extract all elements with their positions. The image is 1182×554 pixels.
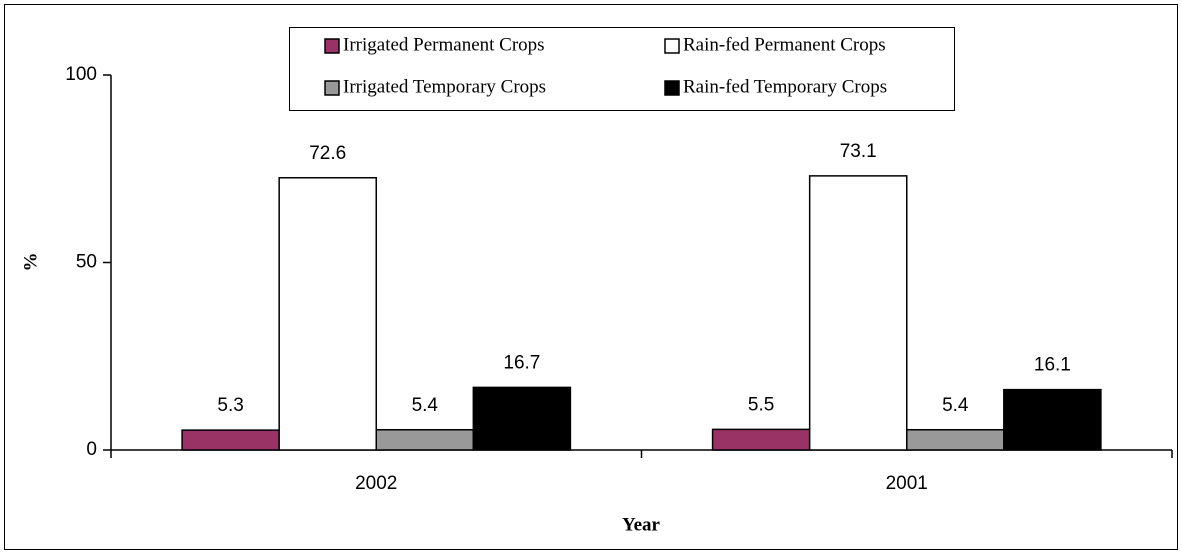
legend-label: Irrigated Temporary Crops xyxy=(343,76,546,97)
legend-swatch xyxy=(664,80,680,96)
bar xyxy=(906,429,1005,451)
x-axis-label: Year xyxy=(622,514,661,535)
data-label: 5.3 xyxy=(217,395,243,416)
data-label: 73.1 xyxy=(840,141,877,162)
legend-label: Rain-fed Temporary Crops xyxy=(683,76,887,97)
bar xyxy=(1003,388,1102,451)
y-axis-label: % xyxy=(20,253,41,272)
data-label: 5.4 xyxy=(412,395,439,416)
x-tick-label: 2001 xyxy=(886,473,928,494)
bar xyxy=(711,428,811,451)
y-tick-label: 100 xyxy=(65,64,97,85)
data-label: 16.7 xyxy=(503,352,540,373)
y-tick-label: 0 xyxy=(86,439,97,460)
bar xyxy=(472,386,572,451)
legend-swatch xyxy=(324,80,340,96)
data-label: 5.4 xyxy=(942,395,969,416)
legend-box xyxy=(289,27,955,111)
legend-label: Rain-fed Permanent Crops xyxy=(683,34,886,55)
data-label: 72.6 xyxy=(309,143,346,164)
bar xyxy=(181,429,280,451)
bar xyxy=(375,429,475,451)
y-tick-label: 50 xyxy=(76,252,97,273)
legend-swatch xyxy=(324,38,340,54)
data-label: 5.5 xyxy=(748,394,774,415)
legend-label: Irrigated Permanent Crops xyxy=(343,34,545,55)
legend-swatch xyxy=(664,38,680,54)
bar xyxy=(808,175,908,451)
data-label: 16.1 xyxy=(1034,355,1071,376)
bar xyxy=(278,177,377,451)
x-tick-label: 2002 xyxy=(355,473,397,494)
